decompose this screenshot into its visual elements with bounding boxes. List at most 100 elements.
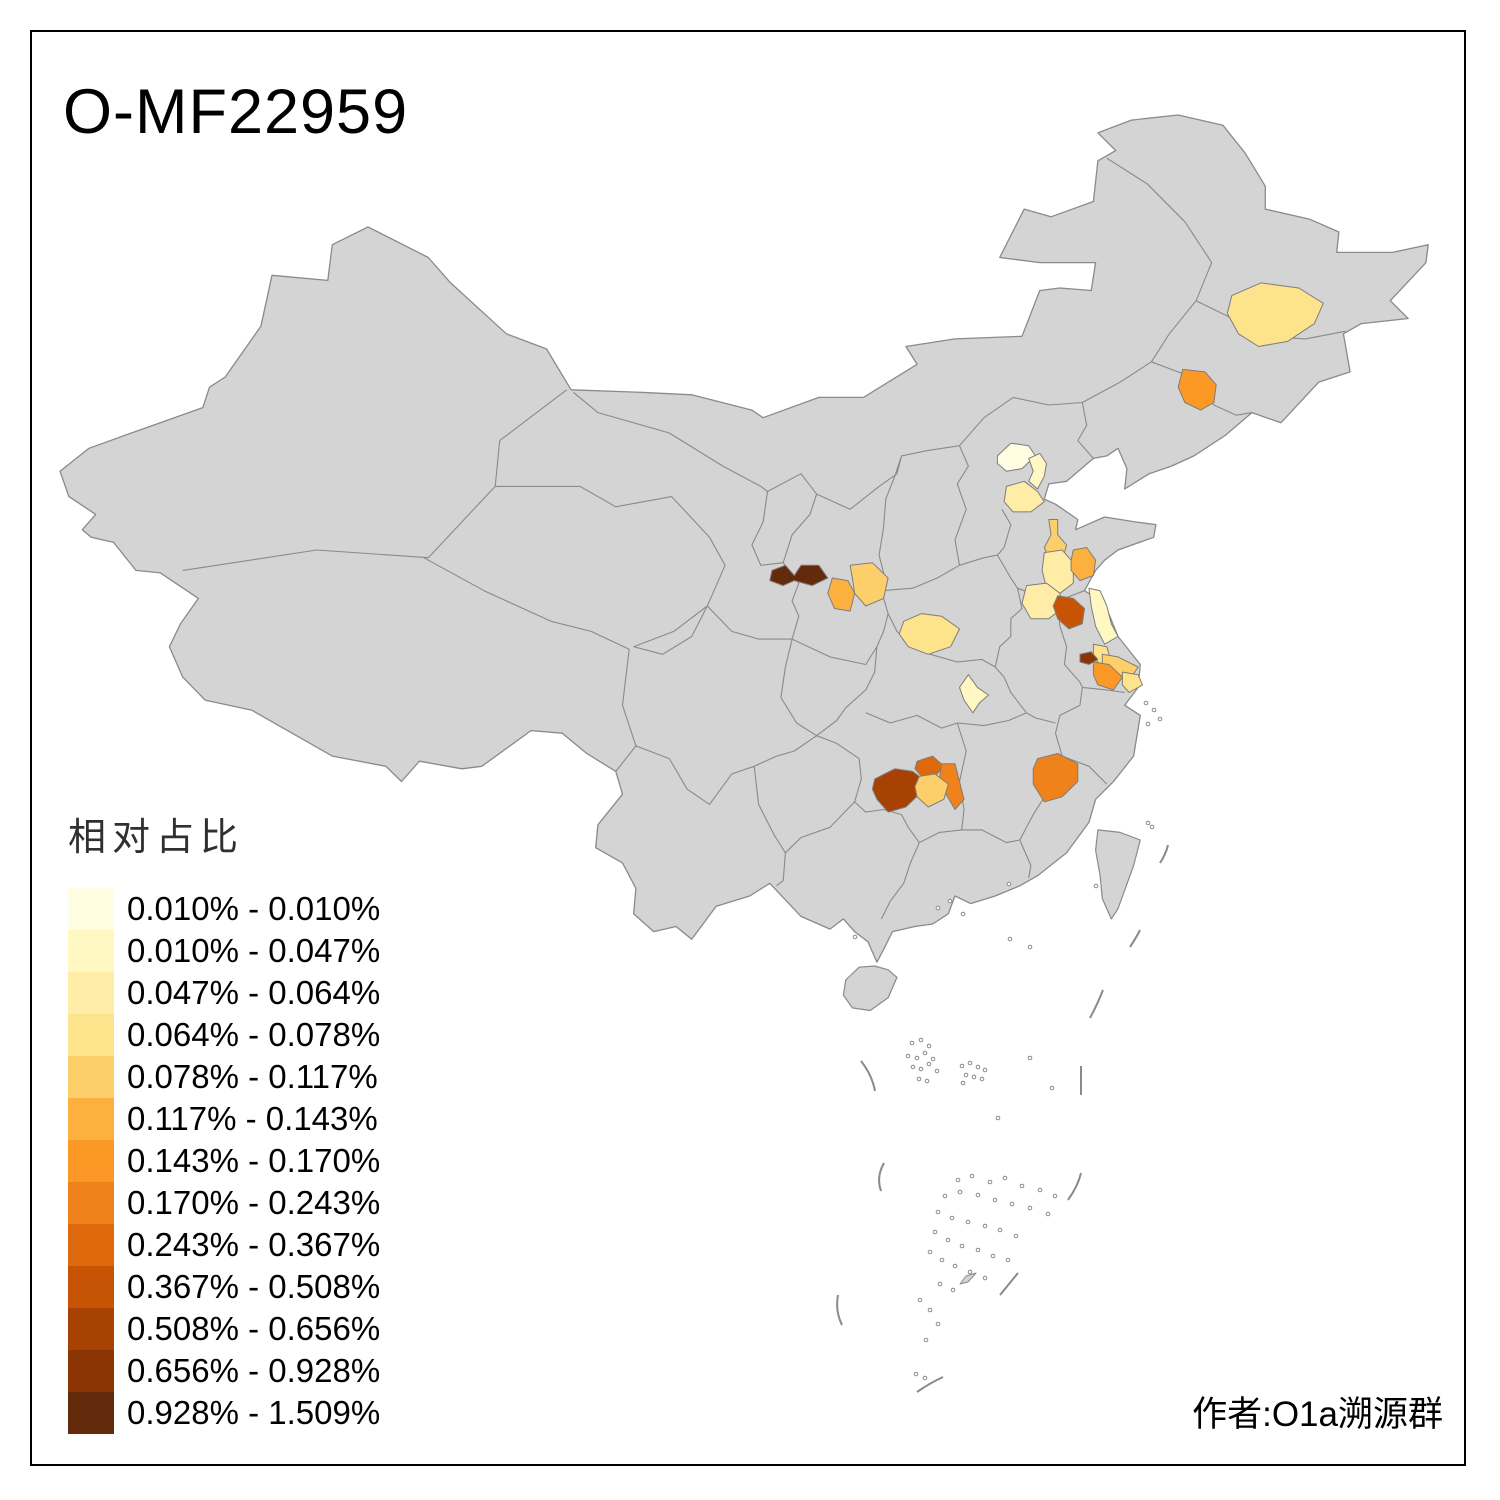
island-dot (1037, 1187, 1043, 1193)
island-dot (922, 1050, 928, 1056)
legend-swatch (68, 972, 114, 1014)
island-dot (922, 1375, 928, 1381)
legend: 相对占比 0.010% - 0.010% 0.010% - 0.047% 0.047… (68, 806, 380, 1434)
island-dot (923, 1337, 929, 1343)
legend-swatch (68, 1014, 114, 1056)
legend-swatch (68, 1392, 114, 1434)
island-dot (910, 1064, 916, 1070)
island-dot (982, 1067, 988, 1073)
island-dot (945, 1237, 951, 1243)
colored-region-shaanxi-central-region (827, 577, 856, 612)
island-dot (959, 1063, 965, 1069)
legend-label: 0.243% - 0.367% (127, 1226, 381, 1263)
island-dot (967, 1060, 973, 1066)
south-sea-islet (959, 1272, 977, 1285)
legend-swatch (68, 888, 114, 930)
attribution: 作者:O1a溯源群 (1192, 1395, 1443, 1434)
legend-label: 0.143% - 0.170% (127, 1142, 381, 1179)
island-dot (926, 1043, 932, 1049)
legend-label: 0.928% - 1.509% (127, 1394, 381, 1431)
legend-row: 0.367% - 0.508% (68, 1266, 380, 1308)
island-dot (1002, 1175, 1008, 1181)
legend-row: 0.010% - 0.047% (68, 930, 380, 972)
island-dot (1052, 1193, 1058, 1199)
island-dot (990, 1253, 996, 1259)
island-dot (924, 1078, 930, 1084)
legend-title: 相对占比 (68, 817, 245, 859)
island-dot (1145, 820, 1151, 826)
island-dot (926, 1061, 932, 1067)
island-dot (959, 1243, 965, 1249)
island-dot (947, 898, 953, 904)
legend-swatch (68, 1098, 114, 1140)
nine-dash-line-segments (836, 844, 1169, 1393)
legend-row: 0.064% - 0.078% (68, 1014, 380, 1056)
legend-row: 0.047% - 0.064% (68, 972, 380, 1014)
colored-region-shandong-east-region (1070, 547, 1097, 582)
island-dot (982, 1275, 988, 1281)
legend-swatch (68, 1140, 114, 1182)
island-dot (918, 1066, 924, 1072)
island-dot (916, 1076, 922, 1082)
colored-region-gansu-east-region (769, 564, 829, 587)
island-dot (852, 934, 858, 940)
island-dot (905, 1053, 911, 1059)
island-dot (934, 1068, 940, 1074)
island-dot (952, 1263, 958, 1269)
colored-region-hebei-coastal-region (1003, 480, 1045, 513)
province-borders (182, 157, 1346, 920)
colored-region-jiangsu-coastal-region (1088, 587, 1119, 645)
island-dot (975, 1192, 981, 1198)
island-dot (975, 1064, 981, 1070)
island-dot (942, 1193, 948, 1199)
island-dot (1143, 700, 1149, 706)
island-dot (1145, 721, 1151, 727)
legend-swatch (68, 1266, 114, 1308)
island-dot (1013, 1233, 1019, 1239)
island-dot (969, 1173, 975, 1179)
island-dot (927, 1249, 933, 1255)
colored-region-fujian-north-region (1032, 753, 1079, 803)
colored-region-hunan-southwest-region (871, 768, 927, 813)
colored-region-shaanxi-east-region (849, 562, 889, 607)
legend-label: 0.010% - 0.047% (127, 932, 381, 969)
legend-label: 0.047% - 0.064% (127, 974, 381, 1011)
island-dot (960, 911, 966, 917)
colored-region-jilin-region (1177, 368, 1217, 411)
legend-row: 0.117% - 0.143% (68, 1098, 380, 1140)
map-title: O-MF22959 (63, 77, 409, 147)
island-dot (935, 1209, 941, 1215)
island-dot (1027, 1205, 1033, 1211)
island-dot (935, 905, 941, 911)
legend-row: 0.078% - 0.117% (68, 1056, 380, 1098)
legend-label: 0.656% - 0.928% (127, 1352, 381, 1389)
island-dot (1009, 1201, 1015, 1207)
island-dot (1019, 1183, 1025, 1189)
island-dot (995, 1115, 1001, 1121)
island-dot (1045, 1211, 1051, 1217)
legend-label: 0.078% - 0.117% (127, 1058, 378, 1095)
legend-label: 0.064% - 0.078% (127, 1016, 381, 1053)
island-dot (965, 1219, 971, 1225)
legend-row: 0.243% - 0.367% (68, 1224, 380, 1266)
island-dot (917, 1297, 923, 1303)
legend-rows: 0.010% - 0.010% 0.010% - 0.047% 0.047% - 0… (68, 888, 380, 1434)
colored-region-hunan-south-region (914, 773, 949, 808)
island-dot (1006, 881, 1012, 887)
island-dot (935, 1321, 941, 1327)
legend-label: 0.117% - 0.143% (127, 1100, 378, 1137)
legend-row: 0.010% - 0.010% (68, 888, 380, 930)
island-dot (975, 1247, 981, 1253)
colored-region-beijing-region (996, 442, 1036, 472)
legend-row: 0.508% - 0.656% (68, 1308, 380, 1350)
legend-label: 0.508% - 0.656% (127, 1310, 381, 1347)
legend-label: 0.010% - 0.010% (127, 890, 381, 927)
colored-region-jiangsu-taihu-region (1092, 661, 1123, 691)
island-dot (963, 1072, 969, 1078)
colored-region-hubei-east-region (959, 674, 989, 714)
island-dot (987, 1179, 993, 1185)
island-dot (913, 1371, 919, 1377)
legend-row: 0.656% - 0.928% (68, 1350, 380, 1392)
colored-region-shandong-south-region (1041, 549, 1074, 594)
island-dot (930, 1056, 936, 1062)
